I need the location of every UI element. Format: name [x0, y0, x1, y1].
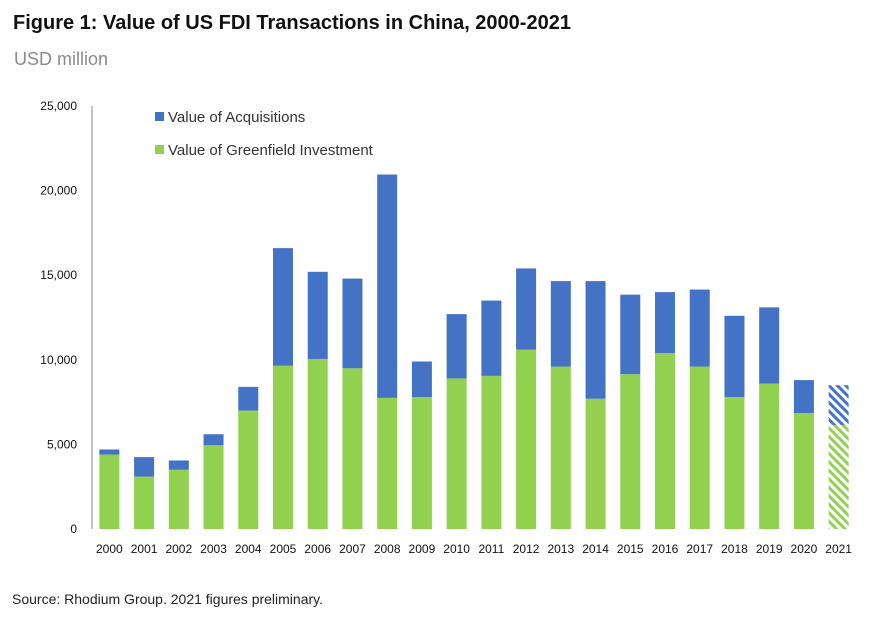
x-tick-label-2016: 2016: [652, 542, 679, 556]
x-tick-label-2012: 2012: [513, 542, 540, 556]
bar-acquisitions-2019: [759, 307, 780, 384]
bar-greenfield-2020: [793, 413, 814, 529]
bar-greenfield-2002: [168, 469, 189, 529]
bar-greenfield-2012: [516, 349, 537, 529]
bar-greenfield-2017: [689, 366, 710, 529]
bar-greenfield-2009: [411, 397, 432, 529]
y-tick-label: 5,000: [47, 437, 77, 451]
bar-acquisitions-2021: [828, 385, 849, 425]
bar-greenfield-2019: [759, 383, 780, 529]
bar-acquisitions-2016: [655, 292, 675, 354]
y-tick-label: 10,000: [40, 353, 77, 367]
bar-acquisitions-2017: [689, 289, 710, 367]
bar-greenfield-2006: [307, 358, 328, 529]
x-tick-label-2000: 2000: [96, 542, 123, 556]
bar-acquisitions-2020: [793, 380, 814, 414]
bar-acquisitions-2013: [550, 281, 571, 367]
x-tick-label-2003: 2003: [200, 542, 227, 556]
bar-acquisitions-2008: [377, 174, 398, 398]
x-tick-label-2006: 2006: [304, 542, 331, 556]
bar-acquisitions-2009: [411, 361, 432, 398]
bar-acquisitions-2014: [585, 281, 606, 399]
x-tick-label-2018: 2018: [721, 542, 748, 556]
bar-greenfield-2008: [377, 397, 398, 529]
y-tick-label: 15,000: [40, 268, 77, 282]
bar-acquisitions-2005: [273, 248, 293, 366]
x-tick-label-2010: 2010: [443, 542, 470, 556]
y-axis-ticks: 0 5,000 10,000 15,000 20,000 25,000: [40, 99, 77, 536]
bar-greenfield-2004: [238, 410, 259, 529]
bar-acquisitions-2004: [238, 386, 259, 411]
x-tick-label-2017: 2017: [686, 542, 713, 556]
legend-label-greenfield: Value of Greenfield Investment: [168, 142, 374, 159]
chart-title: Figure 1: Value of US FDI Transactions i…: [13, 12, 571, 34]
x-axis-ticks: 2000 2001 2002 2003 2004 2005 2006 2007 2008 2009…: [96, 542, 852, 556]
legend-swatch-acquisitions: [155, 112, 164, 121]
bar-acquisitions-2011: [481, 300, 502, 376]
x-tick-label-2020: 2020: [791, 542, 818, 556]
bar-acquisitions-2015: [620, 294, 641, 375]
bar-greenfield-2010: [446, 378, 467, 529]
bar-greenfield-2014: [585, 398, 606, 529]
x-tick-label-2011: 2011: [478, 542, 504, 556]
x-tick-label-2004: 2004: [235, 542, 262, 556]
bar-greenfield-2021: [828, 424, 849, 529]
y-tick-label: 0: [70, 522, 77, 536]
bar-greenfield-2003: [203, 445, 224, 529]
x-tick-label-2008: 2008: [374, 542, 401, 556]
bar-acquisitions-2001: [134, 457, 155, 477]
bar-greenfield-2001: [134, 476, 155, 529]
x-tick-label-2002: 2002: [165, 542, 192, 556]
bar-greenfield-2016: [655, 353, 675, 529]
y-tick-label: 20,000: [40, 184, 77, 198]
bar-greenfield-2018: [724, 397, 745, 529]
x-tick-label-2001: 2001: [131, 542, 158, 556]
bar-greenfield-2015: [620, 374, 641, 529]
x-tick-label-2013: 2013: [547, 542, 574, 556]
legend: Value of Acquisitions Value of Greenfiel…: [155, 109, 374, 159]
x-tick-label-2009: 2009: [409, 542, 436, 556]
x-tick-label-2019: 2019: [756, 542, 783, 556]
bar-acquisitions-2002: [168, 460, 189, 470]
bar-acquisitions-2012: [516, 268, 537, 350]
source-note: Source: Rhodium Group. 2021 figures prel…: [12, 591, 324, 607]
bar-greenfield-2007: [342, 368, 363, 529]
bar-acquisitions-2010: [446, 314, 467, 379]
legend-label-acquisitions: Value of Acquisitions: [168, 109, 305, 126]
y-tick-label: 25,000: [40, 99, 77, 113]
bar-acquisitions-2018: [724, 315, 745, 398]
bar-greenfield-2013: [550, 366, 571, 529]
legend-swatch-greenfield: [155, 145, 164, 154]
bar-acquisitions-2003: [203, 434, 224, 446]
x-tick-label-2021: 2021: [825, 542, 852, 556]
bar-acquisitions-2007: [342, 278, 363, 369]
x-tick-label-2005: 2005: [270, 542, 297, 556]
bar-greenfield-2011: [481, 375, 502, 529]
x-tick-label-2014: 2014: [582, 542, 609, 556]
bar-greenfield-2000: [99, 454, 120, 529]
bar-group: [99, 174, 849, 529]
bar-acquisitions-2000: [99, 449, 120, 455]
chart-subtitle: USD million: [14, 49, 109, 69]
bar-acquisitions-2006: [307, 271, 328, 359]
x-tick-label-2007: 2007: [339, 542, 366, 556]
bar-greenfield-2005: [273, 365, 293, 529]
x-tick-label-2015: 2015: [617, 542, 644, 556]
